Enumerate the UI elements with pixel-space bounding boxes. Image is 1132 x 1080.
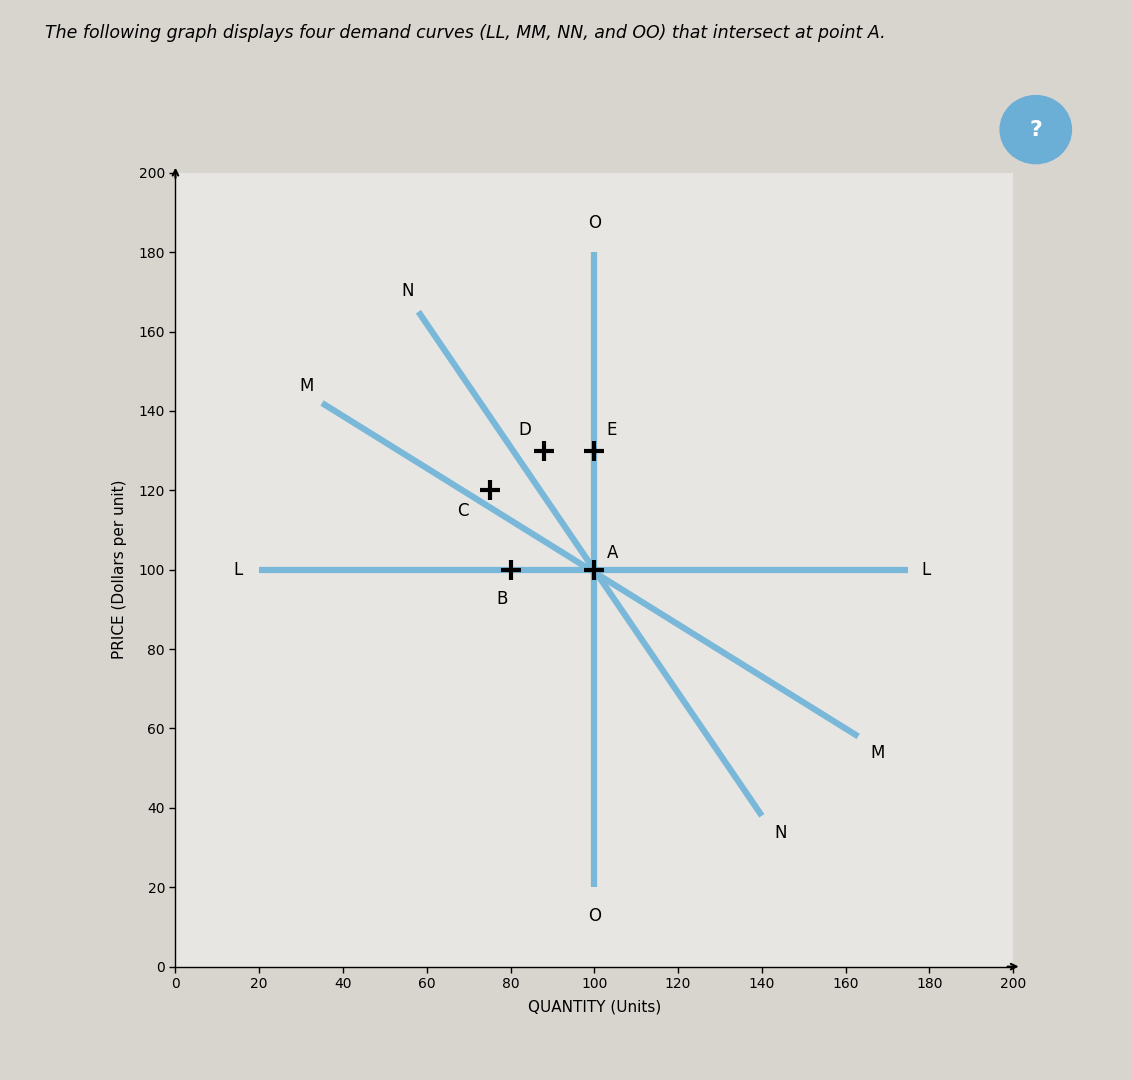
Text: O: O <box>588 907 601 926</box>
Text: The following graph displays four demand curves (LL, MM, NN, and OO) that inters: The following graph displays four demand… <box>45 24 886 42</box>
Text: C: C <box>457 502 469 521</box>
Text: M: M <box>871 744 885 762</box>
Text: B: B <box>497 590 508 608</box>
Text: ?: ? <box>1029 120 1043 139</box>
Text: A: A <box>607 543 618 562</box>
Y-axis label: PRICE (Dollars per unit): PRICE (Dollars per unit) <box>112 480 128 660</box>
Text: L: L <box>921 561 931 579</box>
Text: N: N <box>402 282 414 300</box>
Text: E: E <box>607 421 617 438</box>
X-axis label: QUANTITY (Units): QUANTITY (Units) <box>528 999 661 1014</box>
Text: N: N <box>774 824 787 841</box>
Circle shape <box>1001 95 1071 163</box>
Text: M: M <box>299 377 314 395</box>
Text: O: O <box>588 214 601 232</box>
Text: L: L <box>233 561 242 579</box>
Text: D: D <box>518 421 531 438</box>
